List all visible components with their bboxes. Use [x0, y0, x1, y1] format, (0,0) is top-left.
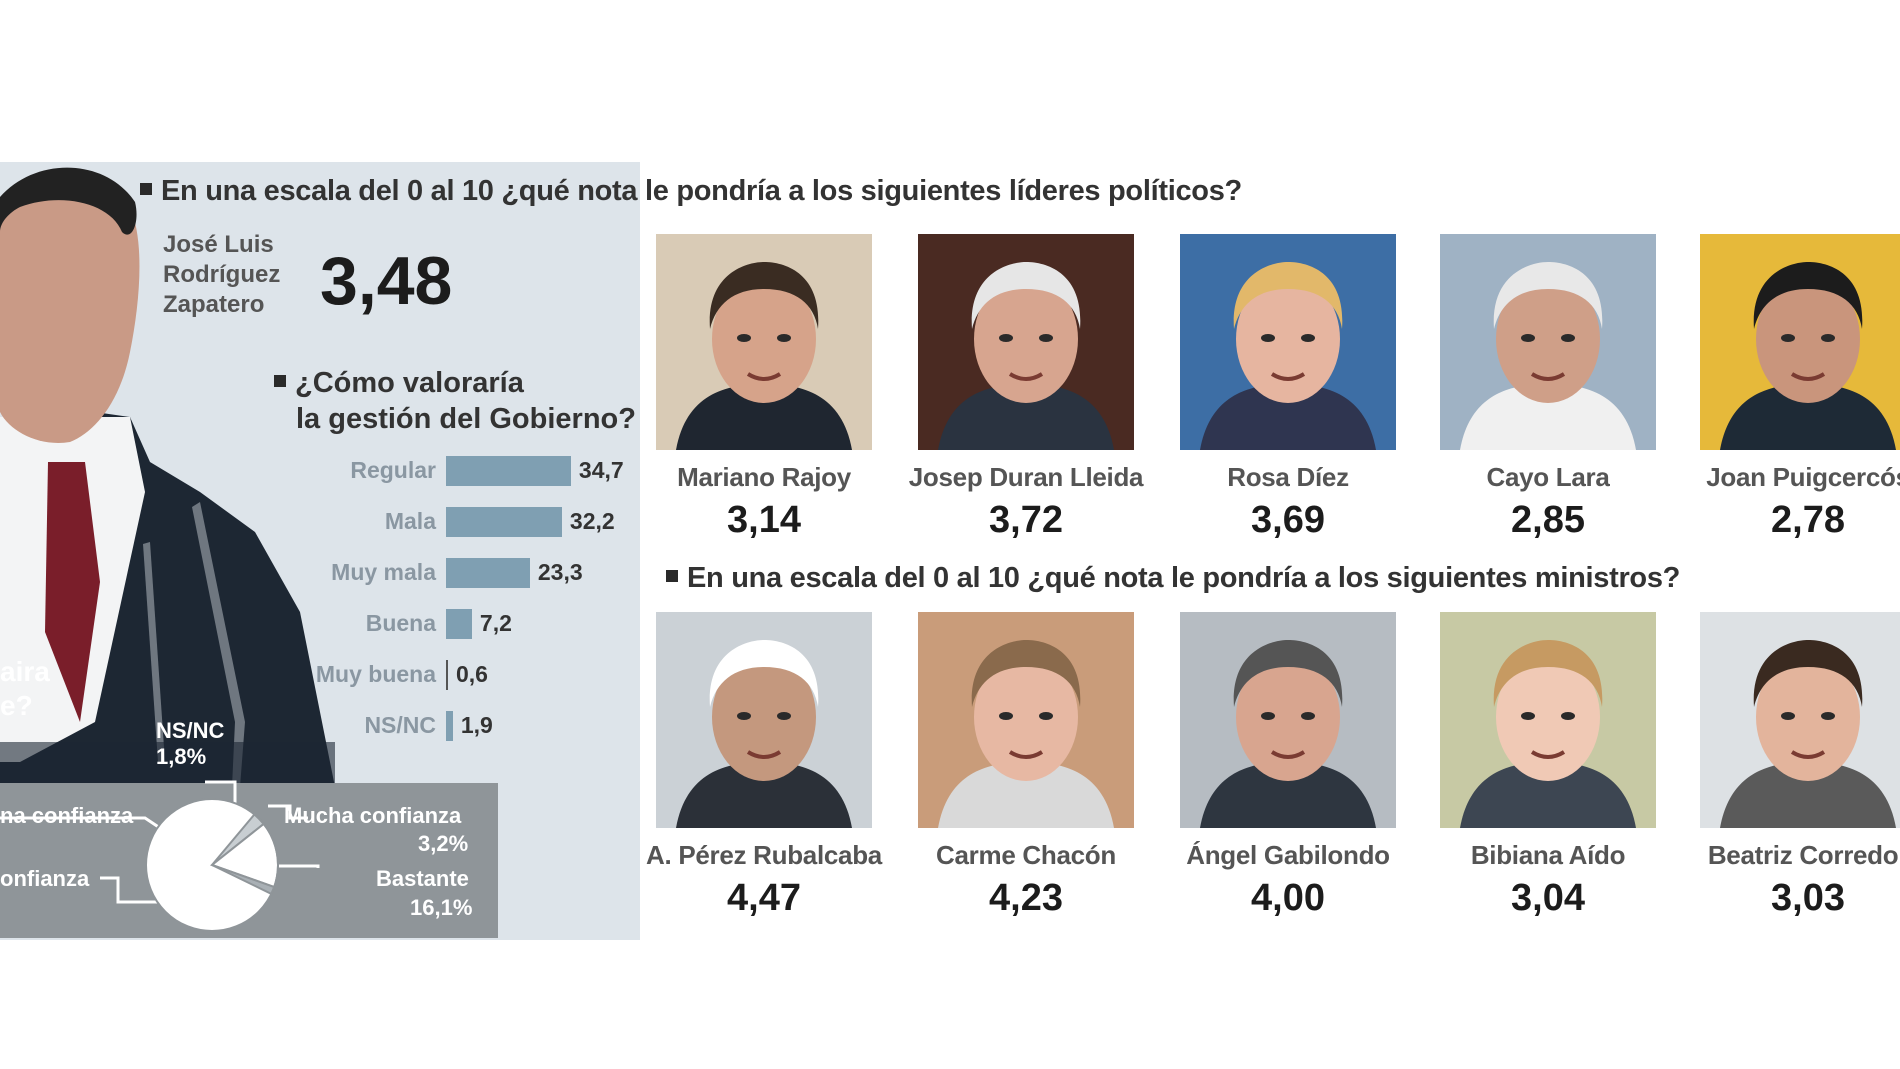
confianza-label-left-2: onfianza — [0, 866, 90, 891]
person-score: 2,85 — [1511, 499, 1585, 541]
confianza-label-bastante: Bastante — [376, 866, 469, 891]
confianza-value-mucha: 3,2% — [418, 831, 469, 856]
bar — [446, 507, 562, 537]
bullet-square-icon — [140, 183, 152, 196]
confianza-value-bastante: 16,1% — [410, 895, 473, 920]
bullet-square-icon — [274, 375, 286, 388]
ministers-question-text: En una escala del 0 al 10 ¿qué nota le p… — [687, 562, 1681, 594]
bar-value-label: 23,3 — [537, 559, 583, 585]
person-name: Bibiana Aído — [1470, 840, 1626, 870]
zapatero-name-line1: José Luis — [163, 231, 274, 258]
gestion-question-line1: ¿Cómo valoraría — [295, 367, 524, 399]
leaders-question: En una escala del 0 al 10 ¿qué nota le p… — [140, 175, 1242, 208]
ministers-question: En una escala del 0 al 10 ¿qué nota le p… — [666, 562, 1680, 595]
portrait-photo — [656, 612, 872, 828]
nsnc-label: NS/NC 1,8% — [156, 718, 224, 770]
leader-line-mucha — [268, 804, 308, 820]
portrait-photo — [1700, 234, 1900, 450]
pie-outline — [145, 798, 279, 932]
bullet-square-icon — [666, 570, 678, 583]
confianza-label-mucha: Mucha confianza — [284, 803, 462, 828]
person-score: 4,23 — [989, 877, 1063, 919]
portrait-photo — [1180, 612, 1396, 828]
bar — [446, 711, 453, 741]
zapatero-name-line3: Zapatero — [163, 291, 265, 318]
bar-value-label: 34,7 — [578, 457, 624, 483]
bar-value-label: 32,2 — [569, 508, 615, 534]
person-score: 2,78 — [1771, 499, 1845, 541]
bar-value-label: 1,9 — [460, 712, 493, 738]
gestion-question-line2: la gestión del Gobierno? — [296, 403, 636, 435]
person-name: A. Pérez Rubalcaba — [646, 840, 882, 870]
bar-value-label: 7,2 — [479, 610, 512, 636]
leader-line-left-1 — [0, 816, 161, 830]
person-name: Cayo Lara — [1486, 462, 1610, 492]
nsnc-label-text: NS/NC — [156, 718, 225, 743]
portrait-photo — [918, 612, 1134, 828]
bar-category-label: Muy buena — [315, 661, 436, 687]
person-score: 4,00 — [1251, 877, 1325, 919]
partial-text-2: e? — [0, 690, 33, 721]
leader-line-left-2 — [100, 876, 160, 904]
bar-category-label: Buena — [365, 610, 436, 636]
person-score: 3,72 — [989, 499, 1063, 541]
person-score: 3,69 — [1251, 499, 1325, 541]
person-name: Ángel Gabilondo — [1186, 840, 1390, 870]
zapatero-name-line2: Rodríguez — [163, 261, 281, 288]
partial-text-1: aira — [0, 656, 50, 687]
leader-line-bastante — [276, 864, 320, 868]
portrait-photo — [1700, 612, 1900, 828]
person-score: 3,04 — [1511, 877, 1585, 919]
bar-value-label: 0,6 — [456, 661, 488, 687]
person-name: Rosa Díez — [1227, 462, 1349, 492]
gestion-question: ¿Cómo valoraría la gestión del Gobierno? — [274, 365, 636, 437]
person-name: Josep Duran Lleida — [908, 462, 1144, 492]
person-name: Carme Chacón — [936, 840, 1116, 870]
portrait-photo — [918, 234, 1134, 450]
portrait-photo — [656, 234, 872, 450]
zapatero-photo — [0, 162, 335, 787]
person-name: Beatriz Corredor — [1707, 840, 1900, 870]
bar — [446, 660, 448, 690]
person-score: 4,47 — [727, 877, 801, 919]
confianza-pie-chart — [0, 780, 320, 932]
partial-question-text: aira e? — [0, 655, 50, 723]
person-score: 3,03 — [1771, 877, 1845, 919]
portrait-photo — [1440, 612, 1656, 828]
portrait-photo — [1440, 234, 1656, 450]
bar-category-label: Mala — [384, 508, 436, 534]
person-name: Mariano Rajoy — [677, 462, 851, 492]
person-score: 3,14 — [727, 499, 801, 541]
leaders-question-text: En una escala del 0 al 10 ¿qué nota le p… — [161, 175, 1242, 207]
person-name: Joan Puigcercós — [1706, 462, 1900, 492]
portrait-photo — [1180, 234, 1396, 450]
bar-category-label: NS/NC — [364, 712, 436, 738]
zapatero-name: José Luis Rodríguez Zapatero — [163, 230, 313, 320]
zapatero-score: 3,48 — [320, 243, 453, 319]
bar — [446, 456, 571, 486]
bar — [446, 558, 530, 588]
nsnc-value-text: 1,8% — [156, 744, 207, 769]
bar-category-label: Regular — [350, 457, 436, 483]
bar — [446, 609, 472, 639]
bar-category-label: Muy mala — [331, 559, 436, 585]
confianza-label-left-1: na confianza — [0, 803, 134, 828]
